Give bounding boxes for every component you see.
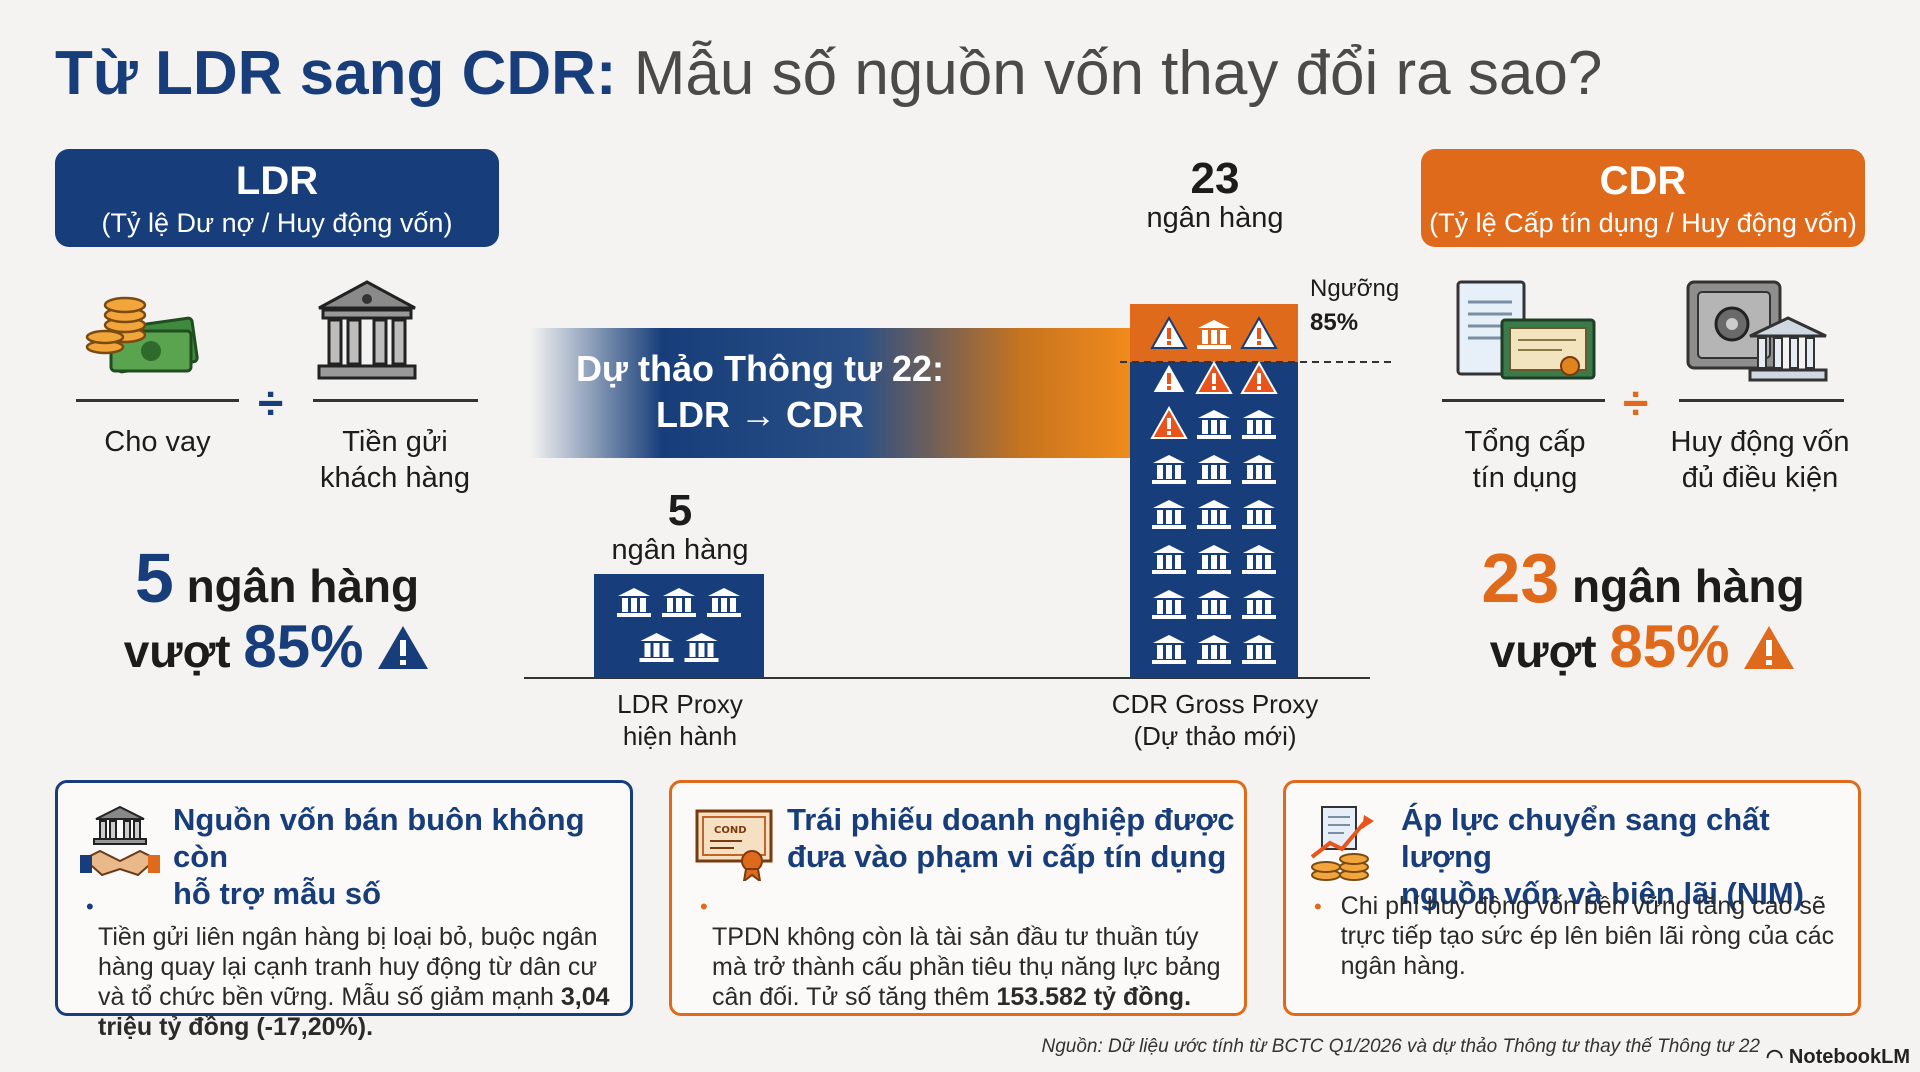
page-title: Từ LDR sang CDR: Mẫu số nguồn vốn thay đ… bbox=[55, 39, 1603, 108]
card-corporate-bonds: COND Trái phiếu doanh nghiệp được đưa và… bbox=[669, 780, 1247, 1016]
bank-icon bbox=[1152, 590, 1186, 619]
growth-coins-icon bbox=[1310, 806, 1374, 881]
svg-text:COND: COND bbox=[714, 825, 747, 836]
ldr-exceed: vượt 85% bbox=[55, 612, 499, 681]
bank-icon bbox=[684, 633, 719, 662]
bank-icon bbox=[1197, 635, 1231, 664]
bank-icon bbox=[1197, 500, 1231, 529]
warning-icon bbox=[378, 626, 429, 669]
bank-icon bbox=[1242, 545, 1276, 574]
transition-arrow-band bbox=[530, 328, 1130, 458]
warning-icon bbox=[1150, 315, 1188, 349]
card-body: • Chi phí huy động vốn bền vững tăng cao… bbox=[1314, 892, 1835, 980]
bank-icon bbox=[1197, 320, 1231, 349]
ldr-numerator: Cho vay bbox=[104, 426, 211, 458]
credit-document-icon bbox=[1456, 280, 1596, 380]
bullet-icon: • bbox=[1314, 894, 1322, 919]
bank-icon bbox=[1197, 410, 1231, 439]
ldr-header-pill: LDR (Tỷ lệ Dư nợ / Huy động vốn) bbox=[55, 149, 499, 247]
bank-icon bbox=[1242, 635, 1276, 664]
warning-icon bbox=[1150, 405, 1188, 439]
bank-icon bbox=[317, 280, 417, 380]
bank-icon bbox=[1152, 545, 1186, 574]
bond-certificate-icon: COND bbox=[695, 809, 773, 881]
handshake-bank-icon bbox=[80, 805, 160, 877]
card-wholesale-funding: Nguồn vốn bán buôn không còn hỗ trợ mẫu … bbox=[55, 780, 633, 1041]
cdr-bar-label: CDR Gross Proxy (Dự thảo mới) bbox=[1111, 689, 1319, 751]
bullet-icon: • bbox=[700, 894, 708, 919]
card-body: • Tiền gửi liên ngân hàng bị loại bỏ, bu… bbox=[86, 894, 610, 1041]
ldr-bar-count: 5 ngân hàng bbox=[611, 486, 749, 567]
money-icon bbox=[85, 296, 199, 374]
cdr-exceed: vượt 85% bbox=[1421, 612, 1865, 681]
source-note: Nguồn: Dữ liệu ước tính từ BCTC Q1/2026 … bbox=[1041, 1036, 1760, 1057]
card-nim-pressure: Áp lực chuyển sang chất lượng nguồn vốn … bbox=[1283, 780, 1861, 1016]
bank-icon bbox=[1152, 500, 1186, 529]
divide-icon: ÷ bbox=[258, 377, 284, 429]
ldr-bar-label: LDR Proxy hiện hành bbox=[617, 689, 743, 751]
cdr-bar-count: 23 ngân hàng bbox=[1146, 154, 1284, 235]
bank-icon bbox=[1152, 635, 1186, 664]
cdr-count: 23 ngân hàng bbox=[1481, 539, 1805, 617]
bank-icon bbox=[617, 588, 651, 617]
bullet-icon: • bbox=[86, 894, 94, 919]
cdr-denominator: Huy động vốn đủ điều kiện bbox=[1670, 426, 1850, 494]
brand-label: ◠ NotebookLM bbox=[1765, 1046, 1910, 1068]
ldr-denominator: Tiền gửi khách hàng bbox=[320, 426, 470, 494]
bank-icon bbox=[1197, 545, 1231, 574]
bank-icon bbox=[1242, 500, 1276, 529]
warning-icon bbox=[1195, 360, 1233, 394]
notebooklm-logo-icon: ◠ bbox=[1765, 1046, 1784, 1068]
fraction-line-left bbox=[76, 399, 239, 402]
bank-icon bbox=[1242, 455, 1276, 484]
bank-icon bbox=[639, 633, 674, 662]
fraction-line-right bbox=[1679, 399, 1844, 402]
bank-icon bbox=[662, 588, 696, 617]
cdr-header-pill: CDR (Tỷ lệ Cấp tín dụng / Huy động vốn) bbox=[1421, 149, 1865, 247]
warning-icon bbox=[1240, 360, 1278, 394]
divide-icon: ÷ bbox=[1623, 377, 1649, 429]
fraction-line-right bbox=[313, 399, 478, 402]
bank-icon bbox=[1197, 455, 1231, 484]
warning-icon bbox=[1744, 626, 1795, 669]
ldr-count: 5 ngân hàng bbox=[134, 539, 420, 617]
fraction-line-left bbox=[1442, 399, 1605, 402]
cdr-numerator: Tổng cấp tín dụng bbox=[1464, 426, 1586, 494]
card-body: • TPDN không còn là tài sản đầu tư thuần… bbox=[700, 894, 1221, 1011]
bank-icon bbox=[1197, 590, 1231, 619]
threshold-label: Ngưỡng 85% bbox=[1310, 275, 1400, 336]
bank-icon bbox=[707, 588, 741, 617]
bank-icon bbox=[1242, 410, 1276, 439]
warning-icon bbox=[1150, 360, 1188, 394]
vault-bank-icon bbox=[1686, 280, 1828, 382]
warning-icon bbox=[1240, 315, 1278, 349]
transition-arrow-label: Dự thảo Thông tư 22: LDR → CDR bbox=[575, 348, 945, 435]
bank-icon bbox=[1242, 590, 1276, 619]
bank-count-chart bbox=[524, 304, 1393, 679]
bank-icon bbox=[1152, 455, 1186, 484]
